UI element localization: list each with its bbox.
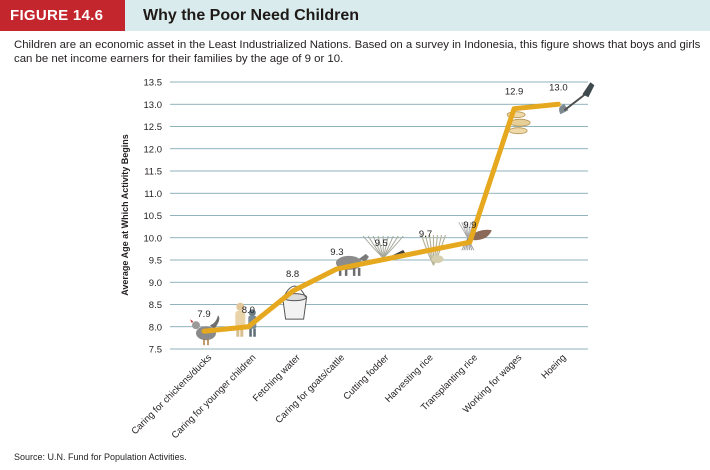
- figure-label: FIGURE 14.6: [0, 0, 125, 31]
- data-point: [511, 106, 517, 111]
- figure-caption: Children are an economic asset in the Le…: [14, 39, 701, 65]
- y-tick-label: 12.0: [144, 144, 163, 155]
- y-tick-label: 13.5: [144, 78, 163, 89]
- data-label: 8.0: [242, 305, 255, 316]
- data-point: [201, 329, 207, 334]
- y-tick-label: 9.5: [149, 256, 162, 267]
- y-tick-label: 11.0: [144, 189, 162, 200]
- data-label: 9.5: [375, 238, 388, 249]
- data-label: 7.9: [197, 309, 210, 320]
- data-point: [290, 288, 295, 294]
- x-tick-label: Hoeing: [539, 352, 568, 381]
- data-series: [201, 101, 561, 334]
- y-tick-label: 8.0: [149, 322, 162, 333]
- data-point: [379, 257, 384, 263]
- data-label: 9.7: [419, 229, 432, 240]
- data-labels: 7.9 8.0 8.8 9.3 9.5 9.7 9.9 12.9 13.0: [197, 82, 567, 320]
- data-point: [467, 240, 472, 245]
- data-point: [246, 324, 251, 329]
- data-point: [556, 102, 561, 107]
- y-tick-label: 10.0: [144, 233, 163, 244]
- x-tick-label: Caring for chickens/ducks: [129, 352, 214, 437]
- hoe-icon: [559, 82, 595, 115]
- figure-title: Why the Poor Need Children: [143, 7, 360, 24]
- y-tick-label: 10.5: [144, 211, 163, 222]
- x-tick-label: Cutting fodder: [341, 352, 391, 402]
- data-label: 12.9: [505, 87, 524, 98]
- y-axis-label: Average Age at Which Activity Begins: [120, 134, 130, 296]
- data-point: [423, 248, 428, 254]
- y-tick-label: 8.5: [149, 300, 162, 311]
- y-tick-label: 13.0: [144, 100, 163, 111]
- data-point: [334, 266, 340, 272]
- data-label: 8.8: [286, 269, 299, 280]
- source-note: Source: U.N. Fund for Population Activit…: [14, 452, 187, 462]
- y-axis-ticks: 7.5 8.0 8.5 9.0 9.5 10.0 10.5 11.0 11.5 12.0 12.5 1…: [144, 78, 163, 356]
- data-label: 9.9: [463, 220, 476, 231]
- y-tick-label: 11.5: [144, 167, 162, 178]
- y-tick-label: 12.5: [144, 122, 163, 133]
- y-tick-label: 9.0: [149, 278, 162, 289]
- series-line: [201, 101, 561, 334]
- y-tick-label: 7.5: [149, 345, 162, 356]
- rice-sheaf-icon: [420, 234, 447, 266]
- x-tick-label: Caring for younger children: [170, 352, 259, 441]
- data-label: 9.3: [330, 247, 343, 258]
- data-label: 13.0: [549, 82, 568, 93]
